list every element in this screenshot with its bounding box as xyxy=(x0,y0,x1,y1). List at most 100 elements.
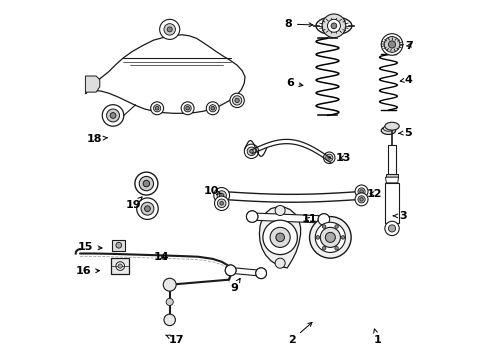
Text: 10: 10 xyxy=(203,186,221,197)
Circle shape xyxy=(184,105,191,112)
Circle shape xyxy=(250,215,254,219)
Circle shape xyxy=(164,314,175,325)
Circle shape xyxy=(218,199,226,208)
Circle shape xyxy=(276,233,285,242)
Circle shape xyxy=(107,109,120,122)
Circle shape xyxy=(160,19,180,40)
Circle shape xyxy=(389,41,395,48)
Polygon shape xyxy=(388,145,396,174)
Circle shape xyxy=(116,242,122,248)
Circle shape xyxy=(167,27,172,32)
Circle shape xyxy=(227,267,234,274)
Circle shape xyxy=(163,278,176,291)
Circle shape xyxy=(246,211,258,222)
Circle shape xyxy=(116,262,124,270)
Text: 12: 12 xyxy=(367,189,382,199)
Circle shape xyxy=(355,185,368,198)
Circle shape xyxy=(225,265,236,276)
Circle shape xyxy=(215,196,229,211)
Circle shape xyxy=(143,180,149,187)
Circle shape xyxy=(360,190,364,193)
Circle shape xyxy=(320,216,327,223)
Text: 3: 3 xyxy=(393,211,407,221)
Polygon shape xyxy=(112,240,125,251)
Circle shape xyxy=(258,270,265,276)
Circle shape xyxy=(209,105,216,112)
Circle shape xyxy=(358,188,365,195)
Circle shape xyxy=(310,217,351,258)
Text: 17: 17 xyxy=(166,334,184,345)
Circle shape xyxy=(260,272,263,275)
Circle shape xyxy=(137,198,158,220)
Circle shape xyxy=(102,105,124,126)
Text: 4: 4 xyxy=(400,75,412,85)
Text: 13: 13 xyxy=(336,153,351,163)
Circle shape xyxy=(250,149,253,153)
Circle shape xyxy=(270,227,290,247)
Circle shape xyxy=(225,265,236,276)
Circle shape xyxy=(220,193,224,198)
Text: 8: 8 xyxy=(284,19,313,29)
Circle shape xyxy=(256,268,267,279)
Circle shape xyxy=(315,222,345,252)
Circle shape xyxy=(320,227,341,247)
Polygon shape xyxy=(385,183,399,223)
Circle shape xyxy=(217,191,226,200)
Text: 7: 7 xyxy=(405,41,413,50)
Circle shape xyxy=(118,264,122,268)
Text: 19: 19 xyxy=(126,197,142,210)
Circle shape xyxy=(327,19,341,32)
Circle shape xyxy=(164,24,175,35)
Circle shape xyxy=(166,298,173,306)
Circle shape xyxy=(335,225,339,228)
Ellipse shape xyxy=(316,17,352,35)
Circle shape xyxy=(211,107,215,110)
Circle shape xyxy=(245,144,259,158)
Circle shape xyxy=(381,34,403,55)
Circle shape xyxy=(235,98,239,103)
Circle shape xyxy=(135,172,158,195)
Polygon shape xyxy=(111,258,129,274)
Text: 14: 14 xyxy=(154,252,170,262)
Circle shape xyxy=(341,235,344,239)
Circle shape xyxy=(230,93,245,108)
Text: 16: 16 xyxy=(76,266,99,276)
Circle shape xyxy=(360,198,364,201)
Circle shape xyxy=(318,214,330,225)
Ellipse shape xyxy=(383,126,393,131)
Circle shape xyxy=(335,247,339,250)
Circle shape xyxy=(220,202,223,205)
Circle shape xyxy=(325,232,335,242)
Polygon shape xyxy=(386,177,398,183)
Polygon shape xyxy=(230,267,261,276)
Circle shape xyxy=(326,154,333,161)
Circle shape xyxy=(323,152,335,163)
Circle shape xyxy=(275,206,285,216)
Circle shape xyxy=(246,211,258,222)
Circle shape xyxy=(181,102,194,115)
Circle shape xyxy=(139,176,153,191)
Ellipse shape xyxy=(381,127,395,134)
Text: 11: 11 xyxy=(302,215,318,224)
Circle shape xyxy=(186,107,190,110)
Circle shape xyxy=(385,221,399,235)
Circle shape xyxy=(256,268,267,279)
Circle shape xyxy=(153,105,161,112)
Circle shape xyxy=(275,258,285,268)
Circle shape xyxy=(358,196,365,203)
Circle shape xyxy=(151,102,164,115)
Circle shape xyxy=(232,96,242,105)
Text: 5: 5 xyxy=(399,128,412,138)
Circle shape xyxy=(141,202,154,215)
Polygon shape xyxy=(85,76,100,92)
Circle shape xyxy=(328,156,331,159)
Polygon shape xyxy=(85,35,245,113)
Text: 15: 15 xyxy=(78,242,102,252)
Circle shape xyxy=(331,23,337,29)
Circle shape xyxy=(322,225,326,228)
Text: 2: 2 xyxy=(288,323,312,345)
Text: 9: 9 xyxy=(230,278,240,293)
Circle shape xyxy=(322,14,346,38)
Circle shape xyxy=(322,247,326,250)
Circle shape xyxy=(389,225,395,232)
